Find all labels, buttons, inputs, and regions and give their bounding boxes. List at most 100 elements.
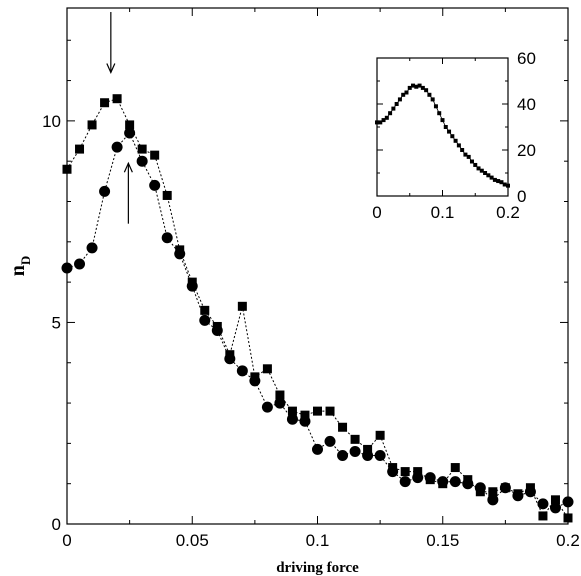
- inset-point: [414, 84, 419, 89]
- point-circle: [562, 496, 574, 508]
- point-square: [325, 406, 335, 416]
- point-circle: [61, 262, 73, 274]
- point-square: [62, 164, 72, 174]
- point-square: [150, 150, 160, 160]
- point-circle: [362, 449, 374, 461]
- inset-point: [489, 175, 494, 180]
- inset-point: [407, 85, 412, 90]
- point-circle: [124, 127, 136, 139]
- point-circle: [261, 401, 273, 413]
- inset-series-line: [377, 85, 509, 187]
- inset-y-tick-label: 60: [517, 49, 536, 68]
- point-square: [350, 434, 360, 444]
- point-circle: [161, 232, 173, 244]
- point-circle: [211, 325, 223, 336]
- point-circle: [312, 443, 323, 455]
- y-axis-title: nD: [7, 256, 33, 277]
- point-square: [413, 467, 423, 477]
- y-tick-label: 0: [52, 515, 61, 534]
- point-circle: [524, 486, 536, 498]
- point-circle: [512, 490, 524, 502]
- inset-point: [397, 97, 402, 102]
- inset-point: [486, 173, 491, 178]
- point-circle: [549, 502, 561, 514]
- point-circle: [437, 476, 449, 488]
- inset-point: [430, 97, 435, 102]
- inset-point: [483, 171, 488, 175]
- point-square: [262, 364, 272, 374]
- point-circle: [74, 258, 86, 270]
- point-circle: [99, 185, 111, 197]
- inset-point: [506, 183, 510, 188]
- point-square: [87, 120, 97, 130]
- x-axis-title: driving force: [276, 560, 359, 576]
- point-circle: [149, 179, 161, 191]
- point-square: [125, 120, 135, 130]
- point-square: [237, 301, 247, 311]
- inset-y-tick-label: 0: [517, 187, 526, 206]
- inset-point: [476, 166, 481, 171]
- inset-point: [473, 162, 478, 167]
- point-square: [112, 94, 122, 104]
- point-square: [137, 144, 147, 154]
- point-circle: [374, 449, 386, 461]
- point-circle: [136, 155, 148, 167]
- inset-point: [447, 129, 452, 134]
- inset-point: [469, 159, 474, 164]
- inset-point: [460, 148, 465, 152]
- point-circle: [337, 449, 349, 461]
- point-square: [400, 467, 410, 477]
- point-square: [100, 98, 110, 108]
- point-circle: [487, 494, 499, 506]
- inset-point: [499, 180, 504, 185]
- point-square: [162, 190, 172, 200]
- inset-point: [427, 92, 432, 97]
- point-circle: [299, 415, 311, 427]
- x-tick-label: 0.2: [556, 531, 580, 550]
- point-circle: [399, 476, 411, 488]
- inset-point: [453, 138, 458, 143]
- inset-y-tick-label: 20: [517, 141, 536, 160]
- point-square: [338, 422, 348, 432]
- x-tick-label: 0.15: [426, 531, 459, 550]
- inset-point: [384, 115, 389, 120]
- point-square: [550, 495, 560, 505]
- point-circle: [324, 435, 336, 447]
- point-circle: [412, 472, 424, 484]
- point-square: [75, 144, 85, 154]
- arrow-up-head: [123, 161, 133, 173]
- inset-point: [378, 120, 383, 125]
- y-tick-label: 10: [42, 112, 61, 131]
- inset-point: [404, 90, 409, 95]
- y-axis-title-main: n: [7, 265, 29, 276]
- inset-point: [496, 179, 501, 184]
- point-square: [200, 305, 210, 315]
- inset-x-tick-label: 0: [372, 203, 381, 222]
- point-square: [275, 390, 285, 400]
- point-square: [287, 406, 297, 416]
- inset-point: [450, 134, 455, 139]
- point-circle: [462, 478, 474, 490]
- inset-y-tick-label: 40: [517, 95, 536, 114]
- inset-point: [391, 106, 396, 111]
- inset-point: [492, 177, 497, 182]
- point-square: [563, 513, 573, 523]
- point-circle: [449, 476, 461, 488]
- point-circle: [537, 498, 549, 510]
- point-square: [450, 463, 460, 473]
- point-circle: [424, 472, 436, 484]
- point-square: [363, 444, 373, 454]
- point-circle: [199, 314, 211, 326]
- inset-point: [456, 143, 461, 148]
- point-circle: [499, 482, 511, 494]
- point-circle: [387, 466, 399, 478]
- point-circle: [286, 413, 298, 425]
- inset-point: [424, 88, 429, 93]
- inset-point: [440, 118, 445, 123]
- point-circle: [236, 365, 248, 377]
- point-square: [313, 406, 322, 416]
- inset-point: [479, 168, 484, 173]
